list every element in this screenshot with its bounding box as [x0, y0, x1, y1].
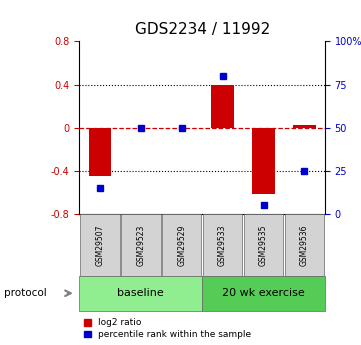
Text: GSM29533: GSM29533 [218, 224, 227, 266]
Text: GSM29507: GSM29507 [95, 224, 104, 266]
Text: GSM29536: GSM29536 [300, 224, 309, 266]
Text: baseline: baseline [117, 288, 164, 298]
Text: GSM29529: GSM29529 [177, 224, 186, 266]
Bar [293, 126, 316, 128]
Text: protocol: protocol [4, 288, 46, 298]
Bar [212, 85, 234, 128]
Text: GSM29535: GSM29535 [259, 224, 268, 266]
Legend: log2 ratio, percentile rank within the sample: log2 ratio, percentile rank within the s… [84, 318, 252, 339]
Text: GSM29523: GSM29523 [136, 224, 145, 266]
Bar [252, 128, 275, 195]
Title: GDS2234 / 11992: GDS2234 / 11992 [135, 22, 270, 38]
Text: 20 wk exercise: 20 wk exercise [222, 288, 305, 298]
Bar [89, 128, 111, 176]
